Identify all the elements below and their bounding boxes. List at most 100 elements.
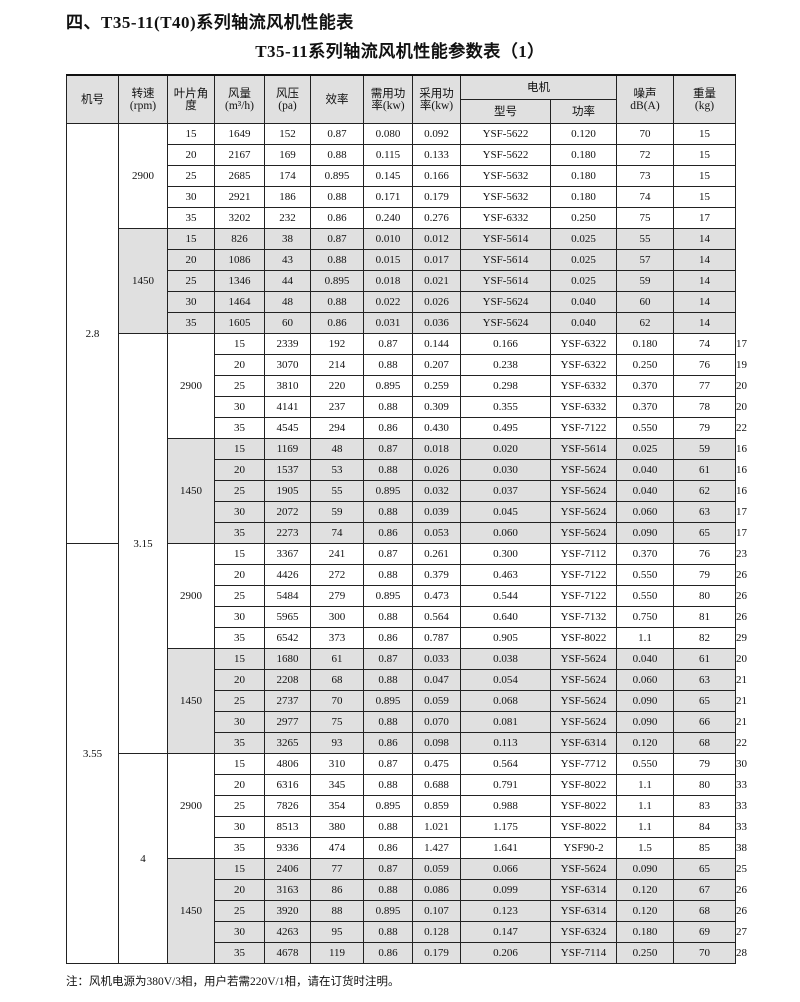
air-pressure-cell: 77 (310, 858, 364, 880)
air-pressure-cell: 48 (310, 438, 364, 460)
noise-cell: 61 (673, 648, 736, 670)
air-pressure-cell: 86 (310, 879, 364, 901)
required-power-cell: 0.145 (363, 165, 413, 187)
header-weight: 重量 (kg) (673, 74, 736, 124)
required-power-cell: 0.032 (412, 480, 461, 502)
motor-power-cell: 0.090 (616, 858, 674, 880)
air-flow-cell: 1649 (214, 123, 265, 145)
efficiency-cell: 0.895 (363, 375, 413, 397)
air-flow-cell: 2685 (214, 165, 265, 187)
air-pressure-cell: 88 (310, 900, 364, 922)
used-power-cell: 0.092 (412, 123, 461, 145)
air-flow-cell: 3920 (264, 900, 311, 922)
motor-power-cell: 0.370 (616, 375, 674, 397)
header-motor: 电机 (460, 74, 617, 100)
motor-power-cell: 0.180 (616, 921, 674, 943)
efficiency-cell: 0.88 (310, 186, 364, 208)
required-power-cell: 0.115 (363, 144, 413, 166)
noise-cell: 83 (673, 795, 736, 817)
air-flow-cell: 2737 (264, 690, 311, 712)
speed-cell: 2900 (167, 333, 215, 439)
air-flow-cell: 3265 (264, 732, 311, 754)
air-flow-cell: 2339 (264, 333, 311, 355)
header-model: 机号 (66, 74, 119, 124)
model-cell: 2.8 (66, 123, 119, 544)
blade-angle-cell: 35 (214, 627, 265, 649)
noise-cell: 65 (673, 858, 736, 880)
table-row: 4 2900 15 4806 310 0.87 0.475 0.564 YSF-7712 0.55… (67, 753, 747, 964)
efficiency-cell: 0.895 (310, 270, 364, 292)
efficiency-cell: 0.86 (363, 942, 413, 964)
used-power-cell: 0.298 (460, 375, 551, 397)
air-flow-cell: 3810 (264, 375, 311, 397)
air-pressure-cell: 74 (310, 522, 364, 544)
blade-angle-cell: 25 (167, 165, 215, 187)
speed-cell: 2900 (167, 543, 215, 649)
motor-type-cell: YSF-7122 (550, 417, 617, 439)
motor-type-cell: YSF-5614 (460, 249, 551, 271)
air-pressure-cell: 174 (264, 165, 311, 187)
air-pressure-cell: 61 (310, 648, 364, 670)
blade-angle-cell: 30 (214, 606, 265, 628)
efficiency-cell: 0.88 (363, 774, 413, 796)
air-flow-cell: 2921 (214, 186, 265, 208)
efficiency-cell: 0.87 (363, 438, 413, 460)
efficiency-cell: 0.88 (363, 606, 413, 628)
efficiency-cell: 0.86 (363, 522, 413, 544)
blade-angle-cell: 30 (214, 921, 265, 943)
air-flow-cell: 5484 (264, 585, 311, 607)
efficiency-cell: 0.88 (310, 291, 364, 313)
noise-cell: 65 (673, 522, 736, 544)
model-cell: 3.55 (66, 543, 119, 964)
air-flow-cell: 6316 (264, 774, 311, 796)
used-power-cell: 0.791 (460, 774, 551, 796)
motor-type-cell: YSF-5614 (460, 228, 551, 250)
air-pressure-cell: 354 (310, 795, 364, 817)
air-pressure-cell: 237 (310, 396, 364, 418)
air-flow-cell: 1537 (264, 459, 311, 481)
noise-cell: 68 (673, 900, 736, 922)
efficiency-cell: 0.88 (363, 396, 413, 418)
efficiency-cell: 0.87 (363, 333, 413, 355)
efficiency-cell: 0.86 (310, 312, 364, 334)
motor-power-cell: 0.370 (616, 543, 674, 565)
required-power-cell: 0.564 (412, 606, 461, 628)
table-row: 25 1346 44 0.895 0.018 0.021 YSF-5614 0.025 59 14 (67, 270, 736, 292)
efficiency-cell: 0.895 (363, 690, 413, 712)
used-power-cell: 0.206 (460, 942, 551, 964)
used-power-cell: 0.640 (460, 606, 551, 628)
motor-power-cell: 0.040 (616, 459, 674, 481)
efficiency-cell: 0.88 (310, 144, 364, 166)
weight-cell: 15 (673, 186, 736, 208)
noise-cell: 81 (673, 606, 736, 628)
used-power-cell: 0.081 (460, 711, 551, 733)
required-power-cell: 0.039 (412, 501, 461, 523)
motor-type-cell: YSF-5624 (550, 501, 617, 523)
table-row: 20 2167 169 0.88 0.115 0.133 YSF-5622 0.180 72 15 (67, 144, 736, 166)
noise-cell: 80 (673, 585, 736, 607)
blade-angle-cell: 35 (214, 942, 265, 964)
noise-cell: 69 (673, 921, 736, 943)
table-row: 30 2921 186 0.88 0.171 0.179 YSF-5632 0.180 74 15 (67, 186, 736, 208)
table-row: 1450 15 2406 77 0.87 0.059 0.066 YSF-5624 0.090 6… (67, 858, 747, 964)
noise-cell: 59 (673, 438, 736, 460)
efficiency-cell: 0.87 (310, 228, 364, 250)
required-power-cell: 0.026 (412, 459, 461, 481)
noise-cell: 66 (673, 711, 736, 733)
efficiency-cell: 0.88 (363, 564, 413, 586)
weight-cell: 15 (673, 144, 736, 166)
used-power-cell: 0.300 (460, 543, 551, 565)
air-flow-cell: 1346 (214, 270, 265, 292)
efficiency-cell: 0.895 (363, 480, 413, 502)
motor-power-cell: 1.1 (616, 774, 674, 796)
used-power-cell: 0.544 (460, 585, 551, 607)
table-row: 35 3202 232 0.86 0.240 0.276 YSF-6332 0.250 75 17 (67, 207, 736, 229)
air-pressure-cell: 152 (264, 123, 311, 145)
speed-cell: 1450 (167, 648, 215, 754)
required-power-cell: 0.047 (412, 669, 461, 691)
motor-power-cell: 0.120 (616, 900, 674, 922)
air-pressure-cell: 43 (264, 249, 311, 271)
efficiency-cell: 0.86 (363, 417, 413, 439)
noise-cell: 84 (673, 816, 736, 838)
required-power-cell: 0.059 (412, 690, 461, 712)
